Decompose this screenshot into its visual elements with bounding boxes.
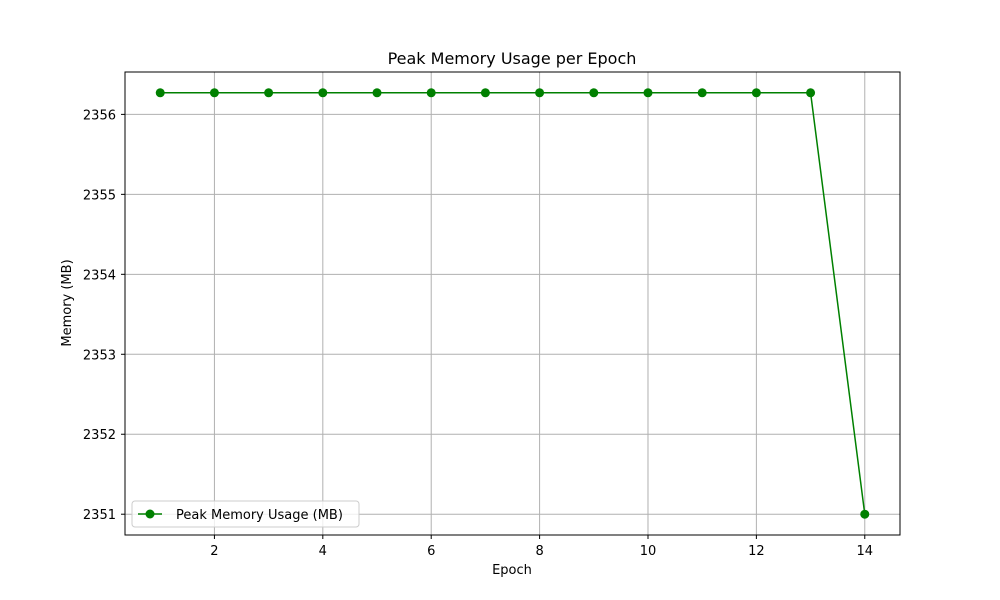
chart-title: Peak Memory Usage per Epoch	[388, 49, 637, 68]
data-point	[480, 88, 490, 98]
y-tick-label: 2352	[83, 428, 116, 443]
x-tick-label: 14	[856, 544, 873, 559]
y-tick-label: 2356	[83, 108, 116, 123]
data-point	[318, 88, 328, 98]
legend-label: Peak Memory Usage (MB)	[176, 508, 343, 523]
x-axis-title: Epoch	[492, 563, 532, 578]
x-tick-label: 2	[210, 544, 218, 559]
y-axis-ticks: 2351 2352 2353 2354 2355 2356	[83, 108, 125, 523]
series-line	[160, 92, 866, 515]
series-layer	[155, 88, 870, 519]
data-point	[264, 88, 274, 98]
data-point	[589, 88, 599, 98]
data-point	[372, 88, 382, 98]
data-point	[860, 509, 870, 519]
data-point	[209, 88, 219, 98]
x-tick-label: 4	[319, 544, 327, 559]
legend: Peak Memory Usage (MB)	[131, 500, 360, 528]
data-point	[806, 88, 816, 98]
x-axis-ticks: 2 4 6 8 10 12 14	[210, 535, 873, 559]
data-point	[697, 88, 707, 98]
y-tick-label: 2353	[83, 348, 116, 363]
x-tick-label: 10	[640, 544, 657, 559]
y-tick-label: 2351	[83, 508, 116, 523]
data-point	[535, 88, 545, 98]
legend-marker-swatch	[145, 509, 155, 519]
data-point	[426, 88, 436, 98]
x-tick-label: 8	[535, 544, 543, 559]
legend-box	[131, 500, 360, 528]
y-tick-label: 2355	[83, 188, 116, 203]
data-point	[155, 88, 165, 98]
data-point	[643, 88, 653, 98]
y-tick-label: 2354	[83, 268, 116, 283]
y-axis-title: Memory (MB)	[60, 259, 75, 346]
x-tick-label: 12	[748, 544, 765, 559]
x-tick-label: 6	[427, 544, 435, 559]
plot-area-frame	[124, 71, 901, 536]
data-point	[751, 88, 761, 98]
